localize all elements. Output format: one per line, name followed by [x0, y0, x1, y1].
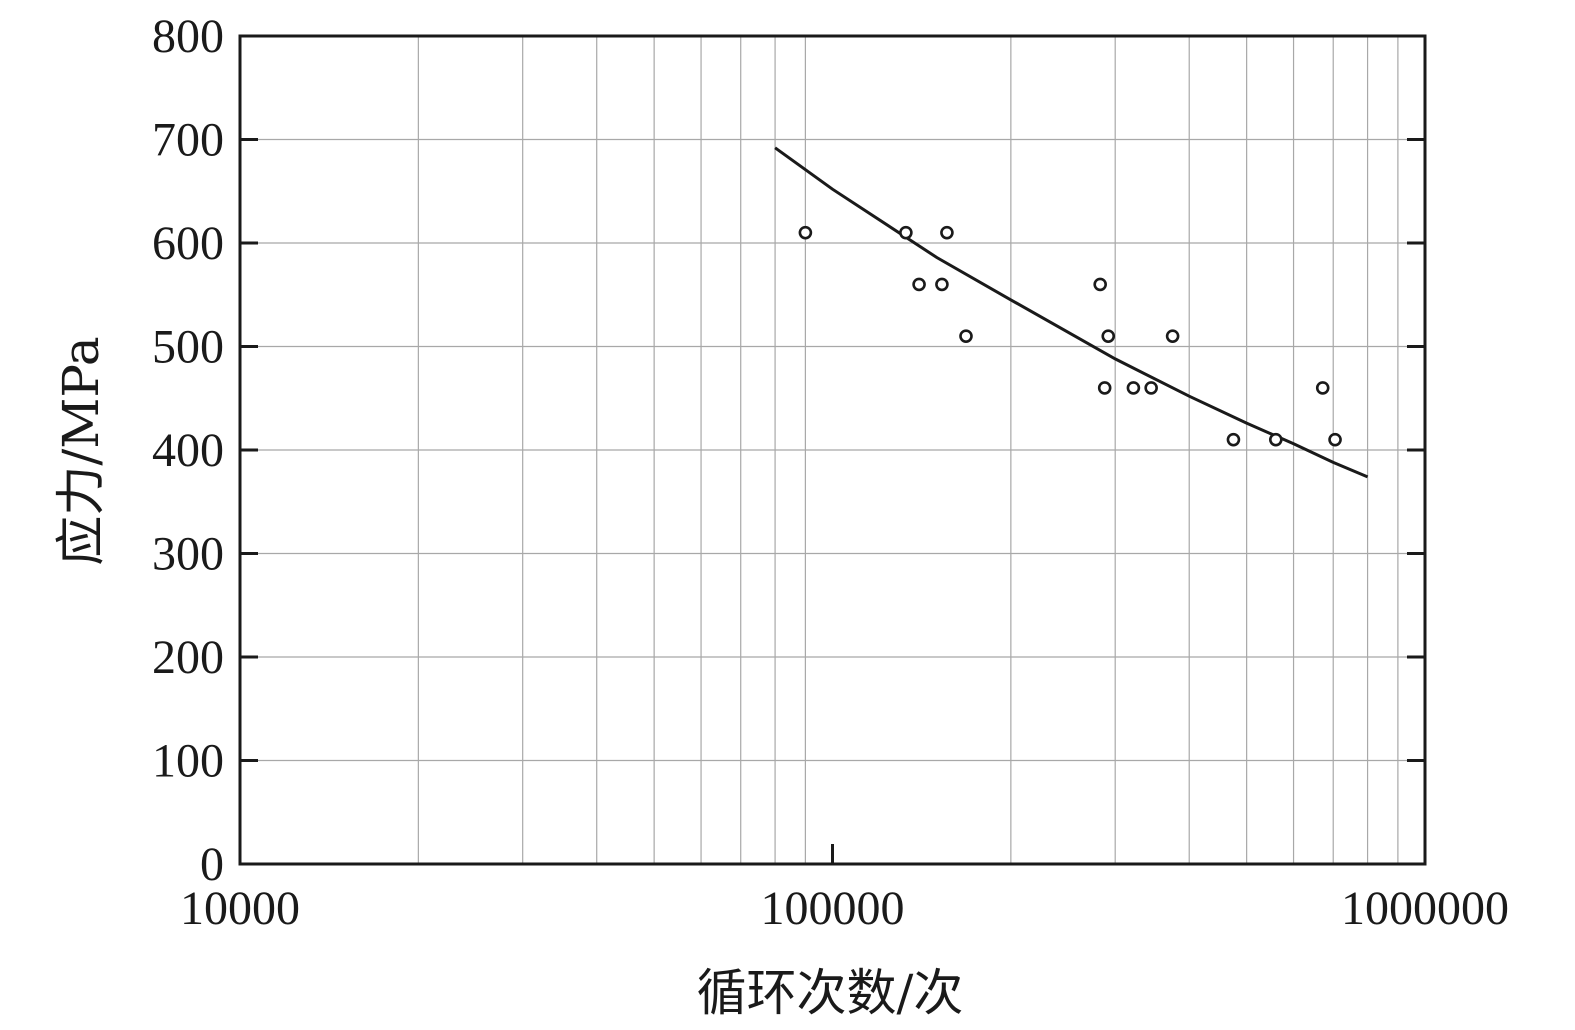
- data-point: [798, 225, 813, 240]
- data-point: [1097, 381, 1112, 395]
- y-tick-label: 0: [200, 838, 224, 891]
- data-point: [1226, 432, 1241, 447]
- x-tick-label: 1000000: [1341, 882, 1509, 935]
- x-tick-label: 10000: [180, 882, 300, 935]
- y-axis-title: 应力/MPa: [52, 336, 110, 565]
- axis-ticks: [238, 138, 1427, 864]
- data-point: [935, 277, 949, 292]
- data-point: [899, 225, 913, 240]
- data-point: [1093, 277, 1107, 292]
- data-point: [1144, 381, 1158, 395]
- fitted-curve: [774, 146, 1369, 479]
- data-point: [1328, 432, 1342, 447]
- y-tick-label: 600: [152, 217, 224, 270]
- y-tick-label: 700: [152, 114, 224, 167]
- y-tick-label: 200: [152, 631, 224, 684]
- x-tick-labels: 10000 100000 1000000: [180, 882, 1509, 935]
- data-point: [912, 277, 926, 292]
- y-tick-label: 400: [152, 424, 224, 477]
- x-axis-title: 循环次数/次: [697, 964, 964, 1022]
- data-point: [1101, 329, 1116, 343]
- y-tick-label: 800: [152, 10, 224, 63]
- data-point: [940, 225, 954, 240]
- data-point: [1269, 432, 1283, 447]
- y-tick-label: 300: [152, 528, 224, 581]
- y-tick-labels: 0 100 200 300 400 500 600 700 800: [152, 10, 224, 891]
- y-tick-label: 500: [152, 321, 224, 374]
- data-point: [1315, 381, 1330, 395]
- data-point: [1165, 329, 1180, 343]
- data-points: [798, 225, 1342, 447]
- data-point: [959, 329, 973, 343]
- y-tick-label: 100: [152, 735, 224, 788]
- data-point: [1126, 381, 1141, 395]
- grid-lines: [240, 36, 1425, 864]
- x-tick-label: 100000: [761, 882, 905, 935]
